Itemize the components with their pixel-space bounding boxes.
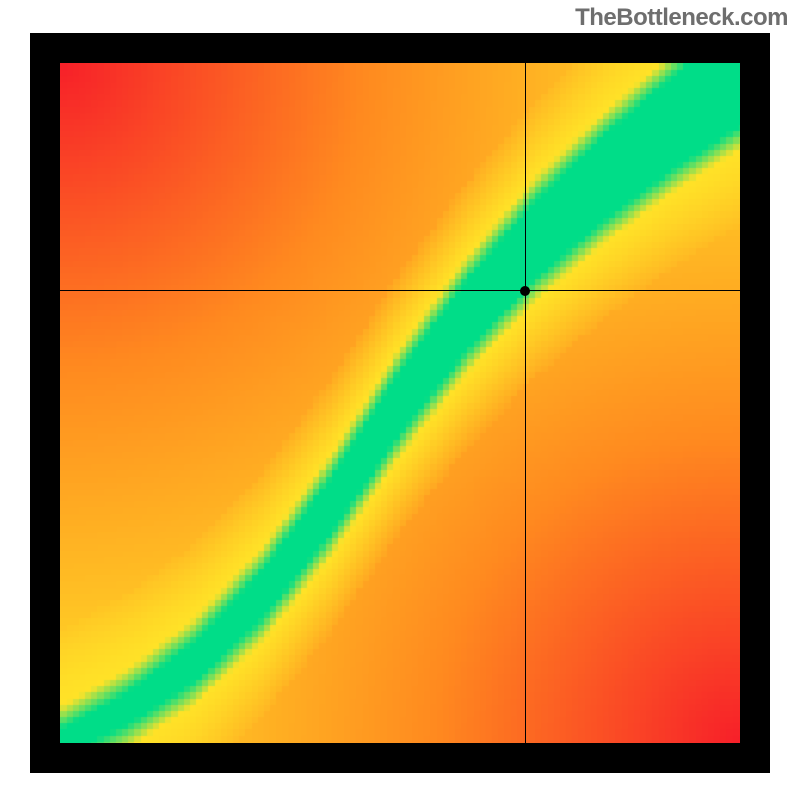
crosshair-vertical bbox=[525, 63, 526, 743]
crosshair-horizontal bbox=[60, 290, 740, 291]
chart-container: TheBottleneck.com bbox=[0, 0, 800, 800]
heatmap-canvas bbox=[30, 33, 770, 773]
attribution-text: TheBottleneck.com bbox=[575, 4, 788, 32]
crosshair-marker bbox=[520, 286, 530, 296]
